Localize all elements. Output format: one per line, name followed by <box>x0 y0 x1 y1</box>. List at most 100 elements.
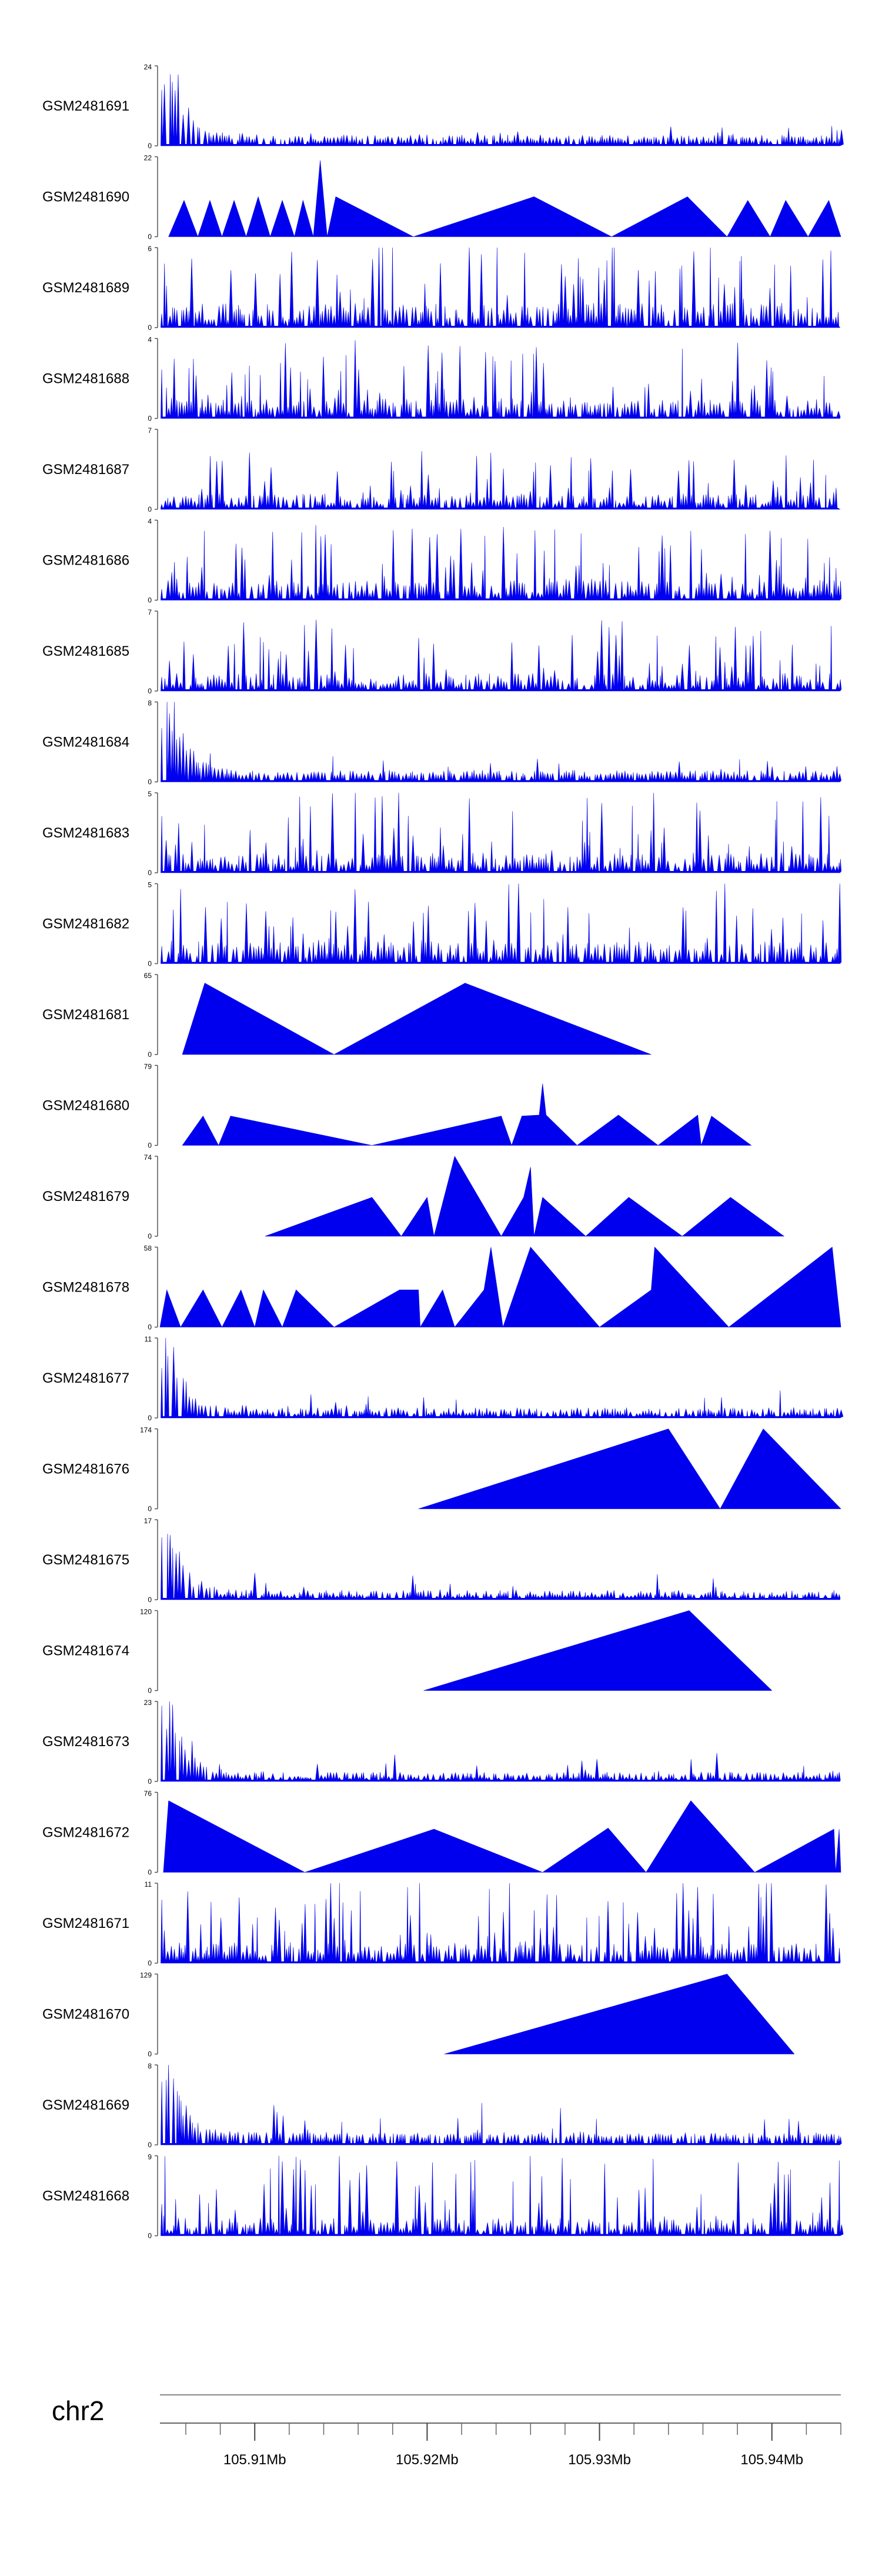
track-gsm2481674: GSM2481674 120 0 <box>42 1608 773 1695</box>
track-gsm2481689: GSM2481689 6 0 <box>42 245 841 332</box>
track-label: GSM2481674 <box>42 1643 129 1659</box>
track-label: GSM2481673 <box>42 1734 129 1750</box>
track-label: GSM2481680 <box>42 1098 129 1114</box>
coverage-area <box>161 702 841 782</box>
y-max-label: 6 <box>148 245 152 253</box>
y-min-label: 0 <box>148 142 152 150</box>
coverage-area <box>163 1800 841 1873</box>
y-min-label: 0 <box>148 2050 152 2058</box>
genome-axis: chr2 105.91Mb 105.92Mb 105.93Mb 105.94Mb <box>52 2394 841 2468</box>
coverage-area <box>161 2064 842 2145</box>
coverage-area <box>182 983 652 1055</box>
track-gsm2481680: GSM2481680 79 0 <box>42 1063 752 1150</box>
coverage-area <box>161 340 841 419</box>
track-gsm2481671: GSM2481671 11 0 <box>42 1880 841 1967</box>
track-gsm2481687: GSM2481687 7 0 <box>42 426 841 513</box>
coverage-area <box>161 247 841 328</box>
track-label: GSM2481678 <box>42 1280 129 1296</box>
y-max-label: 7 <box>148 426 152 435</box>
track-label: GSM2481681 <box>42 1007 129 1023</box>
track-gsm2481678: GSM2481678 58 0 <box>42 1244 841 1332</box>
tick-label: 105.92Mb <box>396 2452 459 2468</box>
track-label: GSM2481672 <box>42 1825 129 1841</box>
y-max-label: 23 <box>144 1699 152 1707</box>
track-gsm2481675: GSM2481675 17 0 <box>42 1517 841 1604</box>
track-label: GSM2481687 <box>42 462 129 478</box>
track-label: GSM2481691 <box>42 98 129 114</box>
coverage-area <box>161 1883 841 1964</box>
track-gsm2481672: GSM2481672 76 0 <box>42 1790 841 1877</box>
tick-label: 105.91Mb <box>223 2452 286 2468</box>
y-min-label: 0 <box>148 1050 152 1059</box>
y-min-label: 0 <box>148 1959 152 1967</box>
y-max-label: 5 <box>148 881 152 889</box>
coverage-area <box>265 1156 785 1237</box>
coverage-area <box>423 1610 773 1691</box>
y-max-label: 17 <box>144 1517 152 1525</box>
y-max-label: 120 <box>140 1608 152 1616</box>
coverage-area <box>161 619 842 692</box>
tick-label: 105.94Mb <box>740 2452 803 2468</box>
track-label: GSM2481683 <box>42 825 129 841</box>
track-gsm2481677: GSM2481677 11 0 <box>42 1335 844 1422</box>
y-min-label: 0 <box>148 505 152 513</box>
coverage-area <box>161 74 844 146</box>
track-gsm2481685: GSM2481685 7 0 <box>42 608 842 695</box>
chromosome-label: chr2 <box>52 2395 104 2426</box>
track-label: GSM2481668 <box>42 2188 129 2204</box>
y-min-label: 0 <box>148 596 152 605</box>
y-max-label: 5 <box>148 790 152 798</box>
y-max-label: 129 <box>140 1971 152 1980</box>
y-max-label: 76 <box>144 1790 152 1798</box>
track-label: GSM2481690 <box>42 189 129 205</box>
track-label: GSM2481689 <box>42 280 129 296</box>
y-min-label: 0 <box>148 778 152 786</box>
y-max-label: 4 <box>148 336 152 344</box>
track-gsm2481690: GSM2481690 22 0 <box>42 154 841 241</box>
y-min-label: 0 <box>148 1323 152 1332</box>
track-gsm2481682: GSM2481682 5 0 <box>42 881 842 968</box>
y-max-label: 58 <box>144 1244 152 1253</box>
track-label: GSM2481686 <box>42 553 129 569</box>
coverage-area <box>161 451 841 510</box>
y-min-label: 0 <box>148 1414 152 1422</box>
coverage-area <box>168 160 841 238</box>
y-min-label: 0 <box>148 1142 152 1150</box>
y-max-label: 22 <box>144 154 152 162</box>
coverage-area <box>161 2155 844 2236</box>
y-max-label: 8 <box>148 699 152 708</box>
coverage-area <box>161 1701 841 1782</box>
coverage-area <box>161 1337 844 1419</box>
coverage-area <box>444 1974 795 2054</box>
track-gsm2481686: GSM2481686 4 0 <box>42 518 842 605</box>
y-min-label: 0 <box>148 233 152 241</box>
y-max-label: 8 <box>148 2062 152 2070</box>
track-gsm2481670: GSM2481670 129 0 <box>42 1971 795 2058</box>
y-max-label: 65 <box>144 972 152 980</box>
tick-label: 105.93Mb <box>568 2452 631 2468</box>
coverage-area <box>161 883 842 964</box>
y-min-label: 0 <box>148 1868 152 1877</box>
track-label: GSM2481685 <box>42 643 129 659</box>
track-gsm2481679: GSM2481679 74 0 <box>42 1153 785 1240</box>
y-min-label: 0 <box>148 687 152 695</box>
y-min-label: 0 <box>148 960 152 968</box>
coverage-area <box>182 1083 752 1146</box>
y-max-label: 74 <box>144 1153 152 1162</box>
coverage-area <box>161 525 842 600</box>
track-label: GSM2481671 <box>42 1916 129 1931</box>
track-gsm2481673: GSM2481673 23 0 <box>42 1699 841 1786</box>
y-max-label: 9 <box>148 2153 152 2161</box>
track-gsm2481668: GSM2481668 9 0 <box>42 2153 844 2240</box>
y-min-label: 0 <box>148 869 152 877</box>
track-label: GSM2481677 <box>42 1370 129 1386</box>
coverage-area <box>161 1533 841 1600</box>
track-gsm2481688: GSM2481688 4 0 <box>42 336 841 423</box>
track-label: GSM2481679 <box>42 1189 129 1204</box>
track-gsm2481691: GSM2481691 24 0 <box>42 63 844 150</box>
y-min-label: 0 <box>148 1777 152 1786</box>
track-gsm2481684: GSM2481684 8 0 <box>42 699 841 786</box>
track-gsm2481676: GSM2481676 174 0 <box>42 1426 841 1513</box>
y-max-label: 11 <box>145 1880 152 1888</box>
